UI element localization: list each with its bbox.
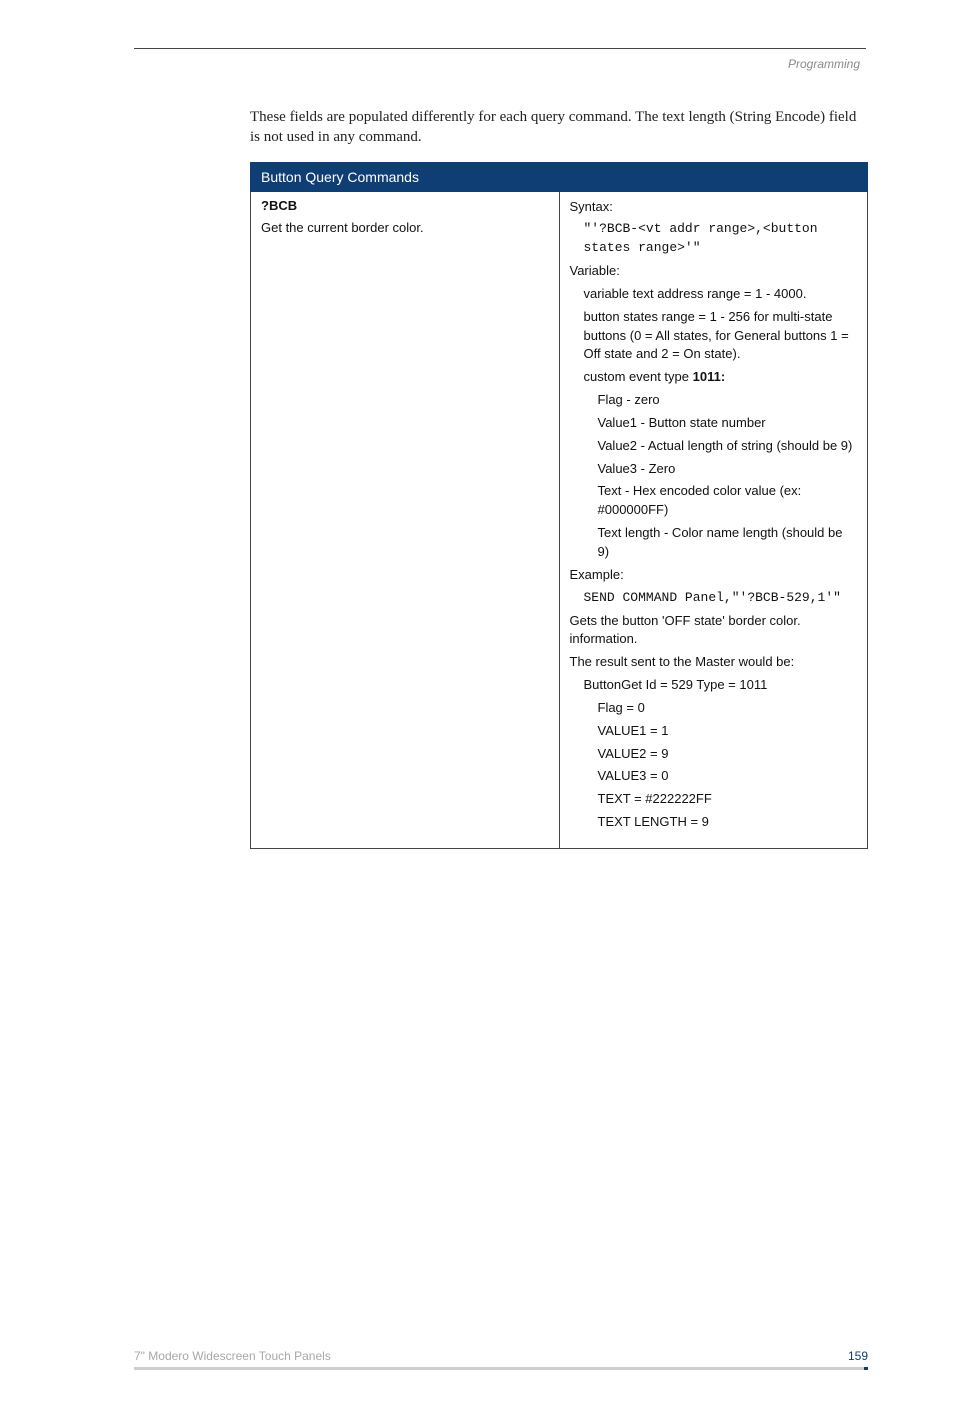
event-textlen-line: Text length - Color name length (should … [598, 524, 858, 562]
command-name: ?BCB [261, 198, 549, 213]
intro-paragraph: These fields are populated differently f… [250, 107, 868, 148]
section-header: Programming [0, 57, 860, 71]
variable-label: Variable: [570, 262, 858, 281]
example-label: Example: [570, 566, 858, 585]
event-type-line: custom event type 1011: [584, 368, 858, 387]
result-line: TEXT = #222222FF [598, 790, 858, 809]
result-line: ButtonGet Id = 529 Type = 1011 [584, 676, 858, 695]
event-text-line: Text - Hex encoded color value (ex: #000… [598, 482, 858, 520]
syntax-label: Syntax: [570, 198, 858, 217]
footer-bar [134, 1367, 868, 1370]
result-line: VALUE1 = 1 [598, 722, 858, 741]
result-line: VALUE3 = 0 [598, 767, 858, 786]
command-cell-left: ?BCB Get the current border color. [251, 191, 560, 848]
top-rule [134, 48, 866, 49]
event-type-prefix: custom event type [584, 369, 693, 384]
event-value1-line: Value1 - Button state number [598, 414, 858, 433]
event-value2-line: Value2 - Actual length of string (should… [598, 437, 858, 456]
command-description: Get the current border color. [261, 219, 549, 237]
page-footer: 7" Modero Widescreen Touch Panels 159 [0, 1349, 954, 1410]
commands-table: Button Query Commands ?BCB Get the curre… [250, 162, 868, 849]
event-flag-line: Flag - zero [598, 391, 858, 410]
result-line: Flag = 0 [598, 699, 858, 718]
variable-line: variable text address range = 1 - 4000. [584, 285, 858, 304]
event-value3-line: Value3 - Zero [598, 460, 858, 479]
footer-page-number: 159 [848, 1349, 868, 1363]
example-code: SEND COMMAND Panel,"'?BCB-529,1'" [584, 589, 858, 608]
example-note: Gets the button 'OFF state' border color… [570, 612, 858, 650]
result-label: The result sent to the Master would be: [570, 653, 858, 672]
footer-product: 7" Modero Widescreen Touch Panels [134, 1349, 331, 1363]
event-type-number: 1011: [693, 369, 726, 384]
table-title: Button Query Commands [251, 162, 868, 191]
result-line: TEXT LENGTH = 9 [598, 813, 858, 832]
variable-line: button states range = 1 - 256 for multi-… [584, 308, 858, 365]
syntax-code: "'?BCB-<vt addr range>,<button states ra… [584, 220, 858, 258]
command-cell-right: Syntax: "'?BCB-<vt addr range>,<button s… [559, 191, 868, 848]
result-line: VALUE2 = 9 [598, 745, 858, 764]
